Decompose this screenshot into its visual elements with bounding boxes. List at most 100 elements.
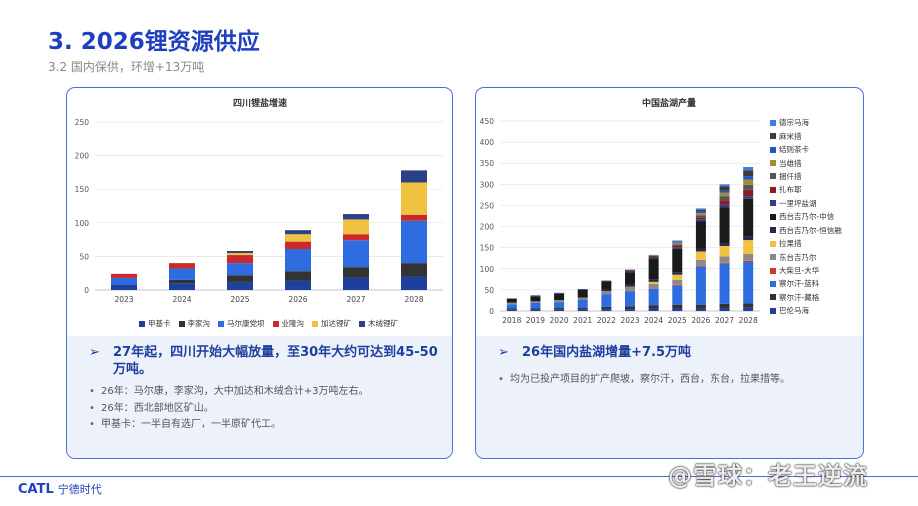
bar-segment: [285, 241, 311, 250]
bar-segment: [743, 303, 754, 308]
sichuan-chart-svg: 四川锂盐增速 0 50 100 150 200 250 2023 2024 2025 2026 202…: [75, 97, 443, 304]
bar-segment: [577, 309, 588, 311]
x-tick-label: 2025: [668, 316, 687, 325]
bar-segment: [695, 251, 706, 260]
y-tick-label: 100: [75, 219, 90, 228]
x-tick-label: 2021: [573, 316, 592, 325]
legend-label: 捆仟措: [779, 171, 802, 181]
bar-segment: [227, 251, 253, 254]
bar-segment: [672, 274, 683, 280]
bar-segment: [743, 262, 754, 304]
bar-segment: [577, 308, 588, 310]
legend-label: 加达锂矿: [321, 319, 351, 328]
bar-segment: [648, 305, 659, 309]
bar-segment: [169, 283, 195, 290]
legend-item: 当雄措: [770, 156, 842, 169]
legend-label: 马尔康党坝: [227, 319, 265, 328]
bar-segment: [401, 276, 427, 290]
bar-segment: [672, 247, 683, 249]
legend-label: 察尔汗-藏格: [779, 292, 820, 302]
arrow-icon: ➢: [498, 345, 509, 360]
sichuan-chart: 四川锂盐增速 0 50 100 150 200 250 2023 2024 2025 2026 202…: [67, 88, 452, 336]
x-tick-label: 2024: [172, 295, 191, 304]
bar-segment: [719, 245, 730, 257]
legend-swatch: [312, 320, 318, 327]
bar-segment: [343, 240, 369, 268]
bar-segment: [601, 306, 612, 310]
bar-segment: [695, 265, 706, 267]
bar-segment: [530, 296, 541, 302]
legend-swatch: [770, 227, 776, 234]
legend-swatch: [770, 119, 776, 126]
salt-lake-chart: 中国盐湖产量 0 50 100 150 200 250 300 350 400 450 2018 201…: [476, 88, 863, 336]
bar-segment: [625, 272, 635, 285]
legend-label: 巴伦马海: [779, 306, 809, 316]
legend-swatch: [770, 267, 776, 274]
salt-lake-headline-text: 26年国内盐湖增量+7.5万吨: [522, 345, 692, 360]
legend-item: 西台吉乃尔-恒信融: [770, 224, 842, 237]
x-tick-label: 2023: [620, 316, 639, 325]
bar-segment: [577, 289, 588, 290]
bar-segment: [648, 283, 659, 289]
bar-segment: [648, 256, 659, 259]
legend-item: 察尔汗-蓝科: [770, 277, 842, 290]
y-tick-label: 200: [480, 223, 495, 232]
sichuan-bullets: 26年：马尔康，李家沟，大中加达和木绒合计+3万吨左右。 26年：西北部地区矿山…: [89, 384, 442, 434]
bar-segment: [719, 184, 730, 187]
bar-segment: [554, 292, 565, 294]
footer-divider: [0, 476, 918, 477]
bar-segment: [506, 309, 517, 311]
x-tick-label: 2019: [526, 316, 545, 325]
legend-label: 木绒锂矿: [368, 319, 398, 328]
y-tick-label: 250: [480, 201, 495, 210]
bar-segment: [169, 279, 195, 284]
bar-segment: [625, 286, 635, 291]
y-tick-label: 350: [480, 159, 495, 168]
bar-segment: [577, 299, 588, 309]
salt-lake-text: ➢ 26年国内盐湖增量+7.5万吨 均为已投产项目的扩产爬坡，察尔汗，西台，东台…: [476, 336, 863, 458]
bar-segment: [719, 190, 730, 193]
arrow-icon: ➢: [89, 345, 100, 360]
bar-segment: [601, 289, 612, 292]
bar-segment: [401, 182, 427, 215]
legend-list: 德宗马海 麻米措 结则茶卡 当雄措 捆仟措 扎布耶 一里坪盐湖 西台吉乃尔-中信 西台吉乃尔-恒…: [770, 116, 842, 318]
legend-label: 大柴旦-大华: [779, 266, 820, 276]
legend-label: 德宗马海: [779, 118, 809, 128]
bar-segment: [719, 263, 730, 304]
bar-segment: [672, 284, 683, 286]
bar-segment: [672, 285, 683, 305]
bar-segment: [343, 234, 369, 241]
bar-segment: [719, 186, 730, 191]
bar-segment: [719, 200, 730, 205]
legend-item: 木绒锂矿: [359, 318, 398, 329]
bar-segment: [169, 268, 195, 280]
bar-segment: [695, 308, 706, 311]
legend-label: 麻米措: [779, 131, 802, 141]
y-tick-label: 50: [484, 286, 494, 295]
legend-label: 甲基卡: [148, 319, 171, 328]
bar-segment: [530, 308, 541, 310]
bar-segment: [648, 308, 659, 311]
legend-item: 甲基卡: [139, 318, 171, 329]
bar-segment: [506, 302, 517, 305]
bar-segment: [719, 303, 730, 309]
bar-segment: [743, 176, 754, 180]
bar-segment: [648, 258, 659, 280]
bar-segment: [672, 242, 683, 245]
bar-segment: [695, 219, 706, 222]
bar-segment: [401, 214, 427, 221]
bar-segment: [648, 281, 659, 284]
bar-segment: [530, 302, 541, 309]
y-tick-label: 450: [480, 117, 495, 126]
bar-segment: [743, 236, 754, 241]
legend-item: 察尔汗-藏格: [770, 291, 842, 304]
bar-segment: [672, 279, 683, 285]
y-tick-label: 250: [75, 118, 90, 127]
bar-segment: [601, 280, 612, 282]
legend-label: 拉果措: [779, 239, 802, 249]
legend-swatch: [770, 133, 776, 140]
bar-segment: [672, 248, 683, 273]
bar-segment: [111, 273, 137, 278]
bar-segment: [601, 294, 612, 307]
bar-segment: [672, 308, 683, 311]
